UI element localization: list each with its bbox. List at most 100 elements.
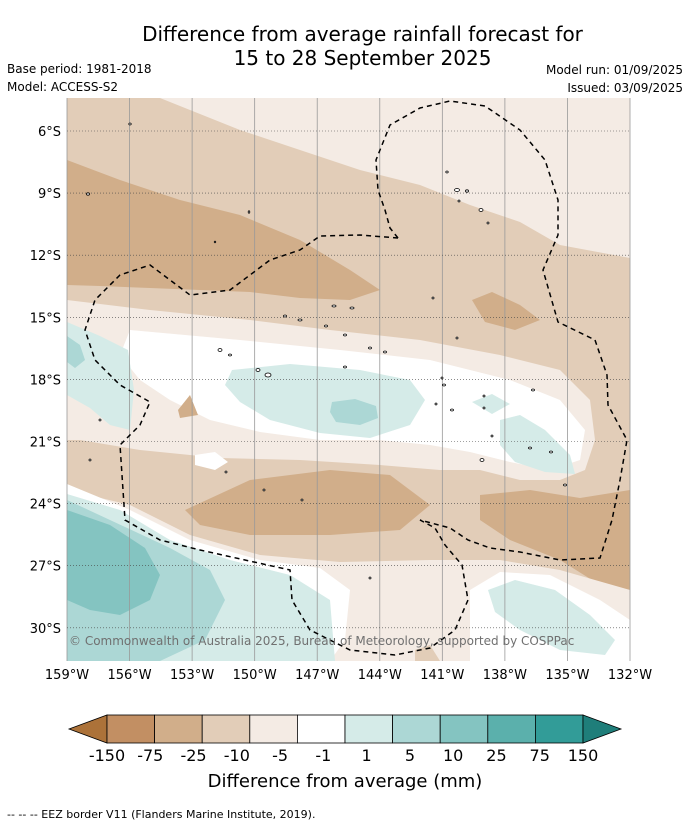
- model-run: Model run: 01/09/2025: [545, 63, 683, 77]
- island: [563, 483, 567, 487]
- colorbar-segment: [249, 714, 298, 744]
- latitude-label: 18°S: [30, 373, 61, 388]
- colorbar-segment: [344, 714, 393, 744]
- eez-border-french-polynesia-west: [84, 234, 469, 656]
- island: [440, 376, 444, 380]
- island: [549, 450, 553, 454]
- island: [224, 470, 228, 474]
- island: [128, 122, 132, 126]
- island: [247, 210, 251, 214]
- island: [479, 458, 485, 462]
- small-white-patch: [195, 452, 228, 470]
- southeast-brown-band: [480, 490, 630, 590]
- colorbar-tick-label: -1: [315, 746, 332, 765]
- island: [213, 240, 217, 244]
- island: [455, 336, 459, 340]
- island: [445, 170, 449, 174]
- island: [486, 221, 490, 225]
- island: [349, 306, 355, 310]
- latitude-label: 24°S: [30, 498, 61, 513]
- longitude-label: 138°W: [483, 668, 527, 683]
- island: [368, 346, 372, 350]
- island: [434, 402, 438, 406]
- title-line-1: Difference from average rainfall forecas…: [142, 22, 583, 46]
- latitude-label: 27°S: [30, 560, 61, 575]
- west-teal-core: [67, 336, 85, 368]
- colorbar-title: Difference from average (mm): [207, 771, 483, 792]
- longitude-label: 132°W: [608, 668, 652, 683]
- east-teal-small: [472, 394, 510, 414]
- longitude-label: 156°W: [107, 668, 151, 683]
- colorbar-segment: [201, 714, 251, 744]
- latitude-label: 30°S: [30, 622, 61, 637]
- longitude-label: 135°W: [545, 668, 589, 683]
- colorbar-tick-label: -25: [180, 746, 207, 765]
- island: [343, 333, 347, 337]
- title-line-2: 15 to 28 September 2025: [233, 46, 492, 70]
- island: [531, 388, 535, 392]
- eez-legend-note: -- -- -- EEZ border V11 (Flanders Marine…: [7, 808, 316, 821]
- island: [368, 576, 372, 580]
- colorbar-tick-label: -10: [223, 746, 250, 765]
- copyright-credit: © Commonwealth of Australia 2025, Bureau…: [69, 634, 575, 648]
- island: [217, 348, 223, 352]
- longitude-label: 153°W: [170, 668, 214, 683]
- west-teal-strip: [67, 322, 134, 430]
- island: [383, 350, 387, 354]
- island: [457, 199, 461, 203]
- latitude-label: 6°S: [38, 125, 61, 140]
- island: [262, 488, 266, 492]
- island: [300, 498, 304, 502]
- colorbar-tick-label: -75: [137, 746, 164, 765]
- longitude-label: 159°W: [45, 668, 89, 683]
- small-brown-patch: [178, 395, 198, 418]
- latitude-label: 15°S: [30, 311, 61, 326]
- colorbar-segment: [439, 714, 489, 744]
- colorbar-tick-label: 5: [404, 746, 415, 765]
- island: [331, 304, 337, 308]
- island: [478, 208, 484, 212]
- island: [264, 372, 272, 378]
- colorbar-tick-label: 150: [567, 746, 599, 765]
- island: [442, 383, 446, 387]
- southwest-teal-deep: [67, 510, 160, 615]
- island: [482, 394, 486, 398]
- longitude-label: 147°W: [295, 668, 339, 683]
- island: [228, 353, 232, 357]
- colorbar-tick-label: 25: [486, 746, 507, 765]
- colorbar-min-arrow: [67, 714, 108, 744]
- colorbar-tick-label: -150: [88, 746, 126, 765]
- island: [465, 189, 469, 193]
- island: [482, 406, 486, 410]
- model-name: Model: ACCESS-S2: [7, 80, 119, 94]
- colorbar-segment: [296, 714, 346, 744]
- rainfall-field: [67, 98, 630, 661]
- colorbar-tick-label: 1: [361, 746, 372, 765]
- east-teal-area: [500, 415, 575, 474]
- east-brown-patch: [472, 292, 540, 330]
- right-metadata: Model run: 01/09/2025 Issued: 03/09/2025: [546, 61, 683, 97]
- island: [343, 365, 347, 369]
- latitude-label: 9°S: [38, 187, 61, 202]
- issued-date: Issued: 03/09/2025: [567, 81, 683, 95]
- southern-brown-band: [185, 470, 430, 535]
- longitude-label: 141°W: [420, 668, 464, 683]
- eez-borders: [84, 100, 628, 656]
- base-period: Base period: 1981-2018: [7, 62, 152, 76]
- map-title: Difference from average rainfall forecas…: [0, 22, 690, 70]
- left-metadata: Base period: 1981-2018 Model: ACCESS-S2: [7, 60, 152, 96]
- southeast-teal-area: [488, 580, 615, 655]
- colorbar-max-arrow: [582, 714, 623, 744]
- islands: [86, 122, 567, 580]
- longitude-label: 150°W: [233, 668, 277, 683]
- colorbar-tick-label: 10: [442, 746, 464, 765]
- island: [324, 324, 328, 328]
- colorbar-segment: [154, 714, 203, 744]
- island: [86, 192, 90, 196]
- island: [283, 314, 287, 318]
- longitude-label: 144°W: [358, 668, 402, 683]
- graticule: [66, 98, 631, 661]
- colorbar-segment: [392, 714, 441, 744]
- central-teal-core: [330, 399, 378, 425]
